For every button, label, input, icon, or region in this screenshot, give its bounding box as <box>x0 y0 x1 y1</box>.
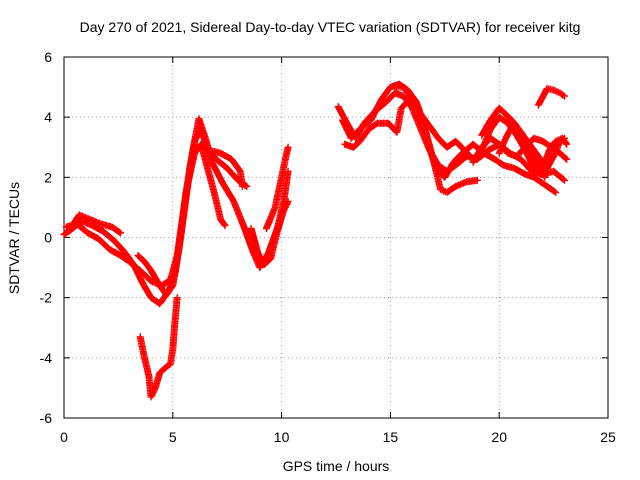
series-track-15 <box>495 122 549 181</box>
y-tick-label: -4 <box>40 350 53 366</box>
series-track-16 <box>534 85 568 109</box>
axis-ticks: 0 5 10 15 20 25 -6 -4 -2 0 2 4 6 <box>40 49 616 445</box>
y-tick-label: 2 <box>44 169 52 185</box>
chart-title: Day 270 of 2021, Sidereal Day-to-day VTE… <box>80 19 581 35</box>
data-point-markers <box>495 122 549 181</box>
data-point-markers <box>247 197 292 269</box>
y-tick-label: 4 <box>44 109 52 125</box>
data-series <box>60 80 571 401</box>
x-tick-label: 15 <box>383 429 399 445</box>
x-axis-label: GPS time / hours <box>283 458 390 474</box>
x-tick-label: 10 <box>274 429 290 445</box>
x-tick-label: 5 <box>169 429 177 445</box>
data-point-markers <box>262 143 292 232</box>
series-track-6 <box>197 140 229 229</box>
series-track-8 <box>262 143 292 232</box>
x-tick-label: 20 <box>491 429 507 445</box>
x-tick-label: 25 <box>600 429 616 445</box>
y-tick-label: 0 <box>44 230 52 246</box>
data-point-markers <box>197 140 229 229</box>
y-tick-label: -6 <box>40 410 53 426</box>
y-tick-label: 6 <box>44 49 52 65</box>
series-track-7 <box>247 197 292 269</box>
series-track-5 <box>136 294 181 401</box>
x-tick-label: 0 <box>60 429 68 445</box>
y-tick-label: -2 <box>40 290 53 306</box>
y-axis-label: SDTVAR / TECUs <box>6 182 22 294</box>
data-point-markers <box>136 294 181 401</box>
data-point-markers <box>534 85 568 109</box>
